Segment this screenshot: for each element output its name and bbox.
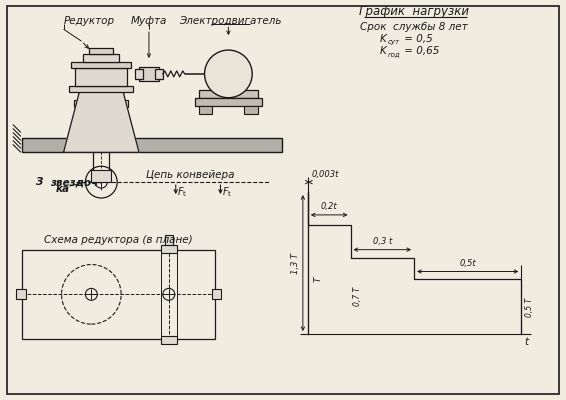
Bar [83,54,119,62]
Text: t: t [228,191,230,197]
Bar [79,92,123,100]
Bar [161,245,177,253]
Text: = 0,5: = 0,5 [401,34,433,44]
Text: 0,5 T: 0,5 T [525,298,534,317]
Bar [245,106,258,114]
Bar [135,69,143,79]
Text: M: M [222,66,235,81]
Text: сут: сут [387,39,400,45]
Text: 0,7 T: 0,7 T [353,287,362,306]
Text: З: З [36,177,44,187]
Bar [139,67,159,81]
Text: График  нагрузки: График нагрузки [359,5,469,18]
Text: 1,3 T: 1,3 T [291,253,301,274]
Text: 0,5t: 0,5t [460,259,476,268]
Text: t: t [183,191,186,197]
Text: t: t [524,337,529,347]
Text: Электродвигатель: Электродвигатель [179,16,282,26]
Text: 0,003t: 0,003t [312,170,340,179]
Text: Муфта: Муфта [131,16,167,26]
Bar [75,68,127,86]
Bar [161,336,177,344]
Bar [70,86,133,92]
Text: ка: ка [55,184,70,194]
Text: F: F [222,187,228,197]
Text: год: год [387,51,400,57]
Bar [22,138,282,152]
Circle shape [204,50,252,98]
Bar [165,235,173,245]
Bar [75,100,128,107]
Text: F: F [178,187,183,197]
Polygon shape [63,92,139,152]
Bar [199,106,212,114]
Text: K: K [379,46,386,56]
Bar [71,62,131,68]
Text: = 0,65: = 0,65 [401,46,440,56]
Text: Цепь конвейера: Цепь конвейера [147,170,235,180]
Bar [212,289,221,299]
Text: Срок  службы 8 лет: Срок службы 8 лет [361,22,468,32]
Bar [89,48,113,54]
Bar [16,289,26,299]
Bar [155,69,163,79]
Bar [22,250,216,339]
Text: K: K [379,34,386,44]
Bar [195,98,262,106]
Text: звездоч-: звездоч- [50,177,102,187]
Text: Схема редуктора (в плане): Схема редуктора (в плане) [44,235,192,245]
Bar [91,170,111,182]
Text: T: T [313,277,322,282]
Text: Редуктор: Редуктор [63,16,115,26]
Bar [199,90,258,98]
Text: 0,3 t: 0,3 t [372,237,392,246]
Text: 0,2t: 0,2t [320,202,337,212]
